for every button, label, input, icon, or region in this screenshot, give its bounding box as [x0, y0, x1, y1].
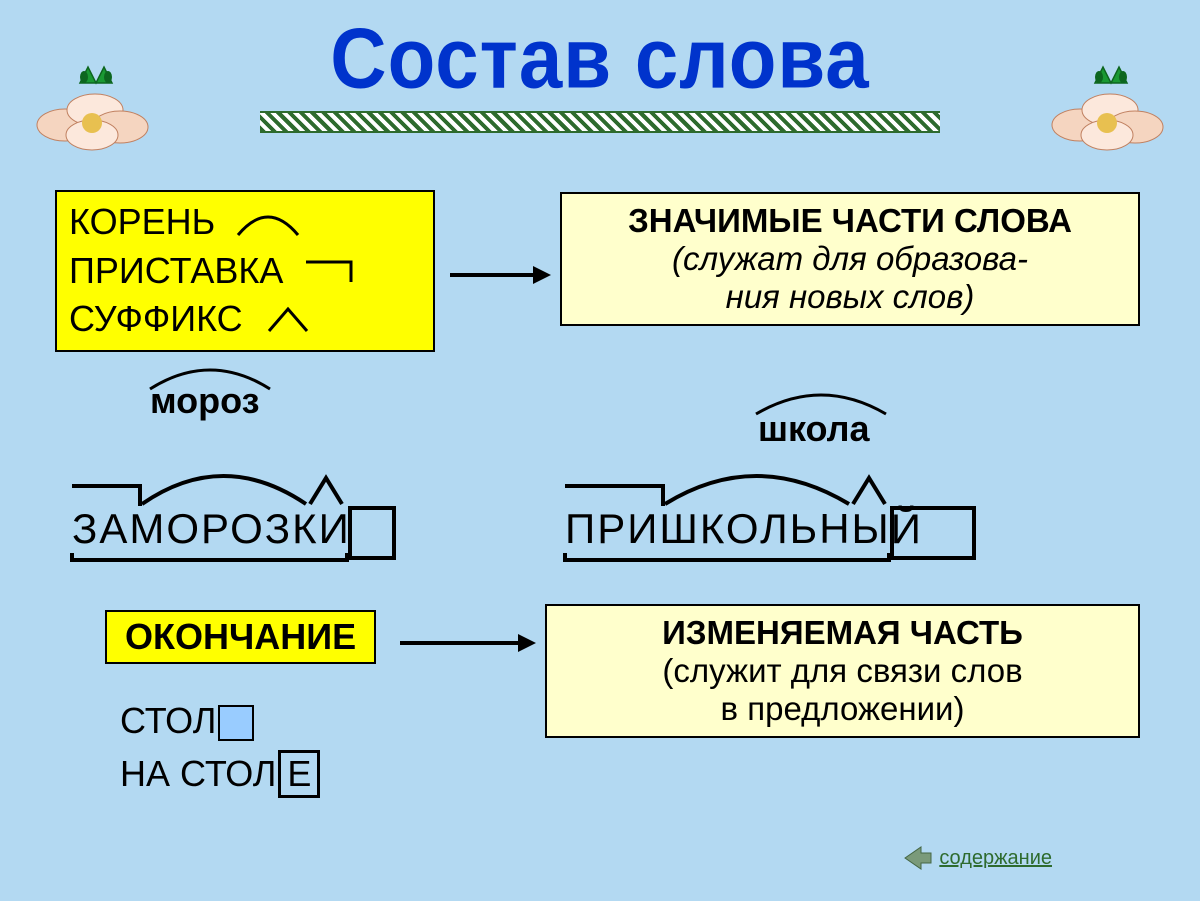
word-zamorozki: ЗАМОРОЗКИ: [72, 505, 351, 553]
prefix-mark-icon: [301, 257, 361, 285]
parts-box: КОРЕНЬ ПРИСТАВКА СУФФИКС: [55, 190, 435, 352]
word-nastole: НА СТОЛЕ: [120, 750, 320, 798]
ending-label: ОКОНЧАНИЕ: [125, 616, 356, 657]
root-label: КОРЕНЬ: [69, 198, 215, 247]
prefix-label: ПРИСТАВКА: [69, 247, 283, 296]
stol-text: СТОЛ: [120, 700, 216, 741]
suffix-label: СУФФИКС: [69, 295, 243, 344]
nav-label: содержание: [939, 847, 1052, 870]
changeable-line2: в предложении): [561, 690, 1124, 728]
word-prishkolny: ПРИШКОЛЬНЫЙ: [565, 505, 923, 553]
suffix-caret-icon: [261, 304, 316, 334]
nastole-prefix: НА СТОЛ: [120, 753, 276, 794]
arrow-ending-to-changeable: [398, 628, 538, 658]
nastole-ending: Е: [278, 750, 320, 798]
word-stol: СТОЛ: [120, 700, 254, 742]
meaning-line2: ния новых слов): [576, 278, 1124, 316]
word-moroz: мороз: [150, 380, 260, 422]
ending-box: ОКОНЧАНИЕ: [105, 610, 376, 664]
arrow-parts-to-meaning: [448, 260, 553, 290]
root-arc-icon: [233, 207, 303, 237]
meaning-box: ЗНАЧИМЫЕ ЧАСТИ СЛОВА (служат для образов…: [560, 192, 1140, 326]
meaning-heading: ЗНАЧИМЫЕ ЧАСТИ СЛОВА: [576, 202, 1124, 240]
changeable-box: ИЗМЕНЯЕМАЯ ЧАСТЬ (служит для связи слов …: [545, 604, 1140, 738]
nav-contents-button[interactable]: содержание: [903, 845, 1052, 871]
changeable-heading: ИЗМЕНЯЕМАЯ ЧАСТЬ: [561, 614, 1124, 652]
word-shkola: школа: [758, 408, 870, 450]
meaning-line1: (служат для образова-: [576, 240, 1124, 278]
page-title: Состав слова: [0, 0, 1200, 108]
title-underline: [260, 111, 940, 133]
stol-empty-ending-icon: [218, 705, 254, 741]
nav-back-icon: [903, 845, 933, 871]
changeable-line1: (служит для связи слов: [561, 652, 1124, 690]
